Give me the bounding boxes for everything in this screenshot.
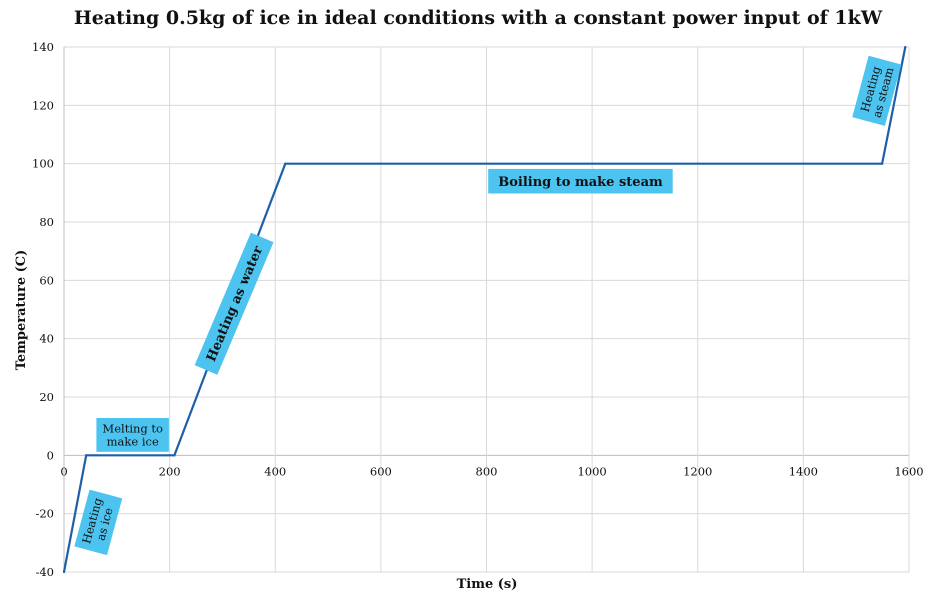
y-tick-label: 20	[39, 390, 54, 404]
y-tick-label: 80	[39, 215, 54, 229]
data-point	[85, 454, 88, 457]
annotation-box	[96, 418, 169, 452]
annotation-box	[74, 489, 123, 556]
grid	[63, 46, 910, 573]
y-tick-label: 40	[39, 332, 54, 346]
x-tick-label: 0	[60, 464, 67, 478]
y-axis-title: Temperature (C)	[14, 250, 29, 371]
x-tick-label: 1600	[894, 464, 923, 478]
y-tick-label: 60	[39, 273, 54, 287]
data-point	[173, 454, 176, 457]
y-tick-label: -40	[35, 565, 54, 579]
chart-title: Heating 0.5kg of ice in ideal conditions…	[74, 7, 883, 29]
data-point	[284, 162, 287, 165]
annotation-heating-as-water: Heating as water	[194, 232, 274, 375]
y-tick-label: 120	[32, 98, 54, 112]
annotation-text: Boiling to make steam	[498, 175, 663, 190]
x-axis-title: Time (s)	[457, 577, 518, 592]
annotation-box	[852, 55, 902, 126]
y-tick-label: -20	[35, 507, 54, 521]
y-tick-label: 100	[32, 157, 54, 171]
x-tick-label: 200	[159, 464, 181, 478]
x-tick-label: 400	[264, 464, 286, 478]
data-point	[62, 570, 66, 574]
annotation-text: Melting to	[102, 421, 163, 435]
series-line	[62, 46, 907, 573]
annotation-box	[488, 168, 673, 194]
x-tick-label: 1000	[577, 464, 606, 478]
y-tick-label: 0	[47, 448, 54, 462]
annotation-text: make ice	[107, 434, 159, 448]
annotation-boiling: Boiling to make steam	[488, 168, 673, 194]
annotation-text: Heating as water	[204, 244, 266, 364]
series-layer	[62, 45, 907, 574]
y-tick-label: 140	[32, 40, 54, 54]
data-point	[880, 162, 884, 165]
x-tick-label: 1200	[683, 464, 712, 478]
x-tick-label: 1400	[789, 464, 818, 478]
data-point	[904, 45, 907, 49]
x-tick-label: 600	[370, 464, 392, 478]
x-tick-label: 800	[476, 464, 498, 478]
annotation-box	[194, 232, 274, 375]
